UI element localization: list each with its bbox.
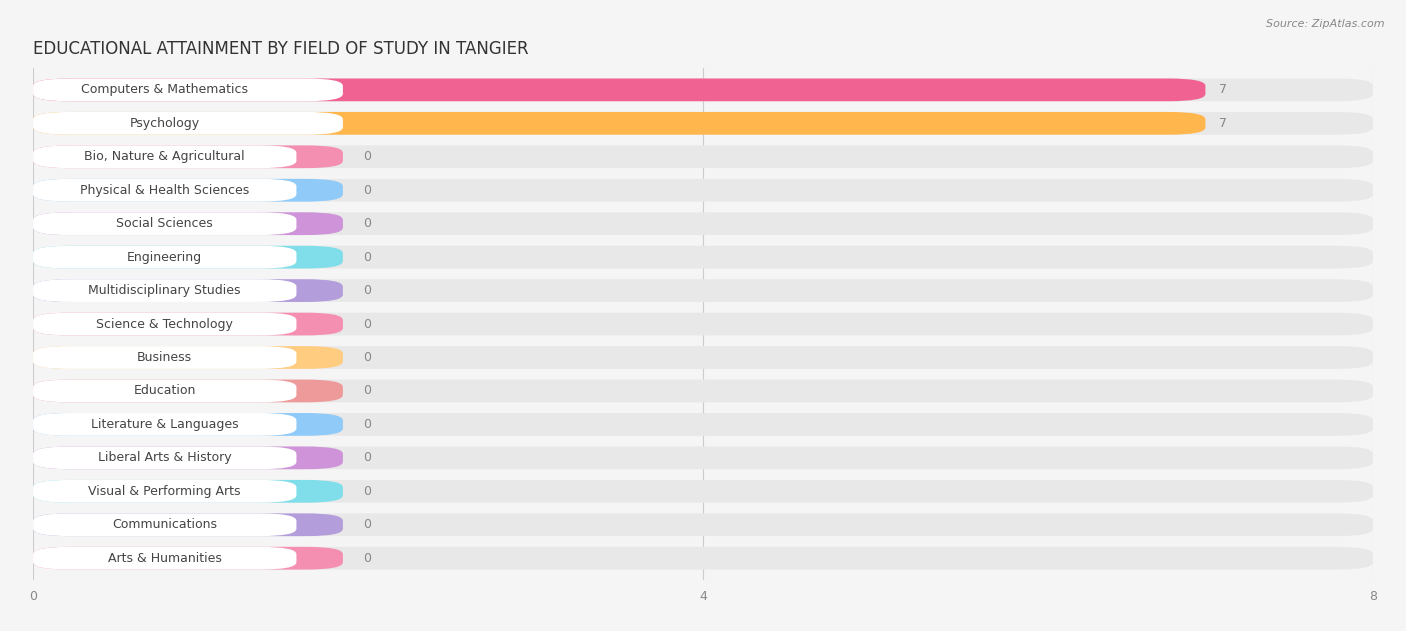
Text: 0: 0 <box>363 150 371 163</box>
FancyBboxPatch shape <box>34 313 297 336</box>
FancyBboxPatch shape <box>34 346 1372 369</box>
Text: EDUCATIONAL ATTAINMENT BY FIELD OF STUDY IN TANGIER: EDUCATIONAL ATTAINMENT BY FIELD OF STUDY… <box>34 40 529 58</box>
FancyBboxPatch shape <box>34 413 1372 436</box>
Text: Arts & Humanities: Arts & Humanities <box>108 551 222 565</box>
FancyBboxPatch shape <box>34 447 297 469</box>
FancyBboxPatch shape <box>34 313 1372 336</box>
FancyBboxPatch shape <box>34 547 1372 570</box>
Text: Engineering: Engineering <box>127 251 202 264</box>
Text: Communications: Communications <box>112 518 218 531</box>
FancyBboxPatch shape <box>34 245 1372 269</box>
Text: Physical & Health Sciences: Physical & Health Sciences <box>80 184 249 197</box>
Text: Education: Education <box>134 384 195 398</box>
Text: 0: 0 <box>363 217 371 230</box>
Text: 0: 0 <box>363 251 371 264</box>
FancyBboxPatch shape <box>34 280 343 302</box>
Text: Business: Business <box>138 351 193 364</box>
FancyBboxPatch shape <box>34 280 1372 302</box>
FancyBboxPatch shape <box>34 112 1205 134</box>
FancyBboxPatch shape <box>34 112 1372 134</box>
Text: Source: ZipAtlas.com: Source: ZipAtlas.com <box>1267 19 1385 29</box>
FancyBboxPatch shape <box>34 413 297 436</box>
FancyBboxPatch shape <box>34 212 1372 235</box>
FancyBboxPatch shape <box>34 480 343 503</box>
FancyBboxPatch shape <box>34 179 297 202</box>
Text: Science & Technology: Science & Technology <box>96 317 233 331</box>
FancyBboxPatch shape <box>34 78 1205 101</box>
Text: Multidisciplinary Studies: Multidisciplinary Studies <box>89 284 240 297</box>
FancyBboxPatch shape <box>34 112 343 134</box>
Text: 0: 0 <box>363 184 371 197</box>
Text: 7: 7 <box>1219 117 1227 130</box>
FancyBboxPatch shape <box>34 145 1372 168</box>
Text: 0: 0 <box>363 317 371 331</box>
FancyBboxPatch shape <box>34 413 343 436</box>
FancyBboxPatch shape <box>34 280 297 302</box>
Text: Literature & Languages: Literature & Languages <box>91 418 239 431</box>
FancyBboxPatch shape <box>34 78 1372 101</box>
FancyBboxPatch shape <box>34 514 343 536</box>
FancyBboxPatch shape <box>34 78 343 101</box>
FancyBboxPatch shape <box>34 145 343 168</box>
FancyBboxPatch shape <box>34 547 343 570</box>
FancyBboxPatch shape <box>34 447 343 469</box>
FancyBboxPatch shape <box>34 245 343 269</box>
Text: 0: 0 <box>363 384 371 398</box>
FancyBboxPatch shape <box>34 447 1372 469</box>
FancyBboxPatch shape <box>34 179 1372 202</box>
Text: Bio, Nature & Agricultural: Bio, Nature & Agricultural <box>84 150 245 163</box>
FancyBboxPatch shape <box>34 480 1372 503</box>
Text: 0: 0 <box>363 518 371 531</box>
Text: 0: 0 <box>363 418 371 431</box>
FancyBboxPatch shape <box>34 179 343 202</box>
Text: Computers & Mathematics: Computers & Mathematics <box>82 83 249 97</box>
Text: 0: 0 <box>363 351 371 364</box>
Text: 0: 0 <box>363 451 371 464</box>
FancyBboxPatch shape <box>34 212 297 235</box>
FancyBboxPatch shape <box>34 212 343 235</box>
FancyBboxPatch shape <box>34 547 297 570</box>
FancyBboxPatch shape <box>34 380 1372 403</box>
Text: 0: 0 <box>363 551 371 565</box>
Text: 0: 0 <box>363 284 371 297</box>
FancyBboxPatch shape <box>34 480 297 503</box>
Text: Visual & Performing Arts: Visual & Performing Arts <box>89 485 240 498</box>
Text: 0: 0 <box>363 485 371 498</box>
FancyBboxPatch shape <box>34 514 297 536</box>
FancyBboxPatch shape <box>34 145 297 168</box>
FancyBboxPatch shape <box>34 380 343 403</box>
Text: 7: 7 <box>1219 83 1227 97</box>
Text: Psychology: Psychology <box>129 117 200 130</box>
FancyBboxPatch shape <box>34 346 343 369</box>
Text: Social Sciences: Social Sciences <box>117 217 214 230</box>
FancyBboxPatch shape <box>34 313 343 336</box>
FancyBboxPatch shape <box>34 245 297 269</box>
Text: Liberal Arts & History: Liberal Arts & History <box>98 451 232 464</box>
FancyBboxPatch shape <box>34 346 297 369</box>
FancyBboxPatch shape <box>34 380 297 403</box>
FancyBboxPatch shape <box>34 514 1372 536</box>
